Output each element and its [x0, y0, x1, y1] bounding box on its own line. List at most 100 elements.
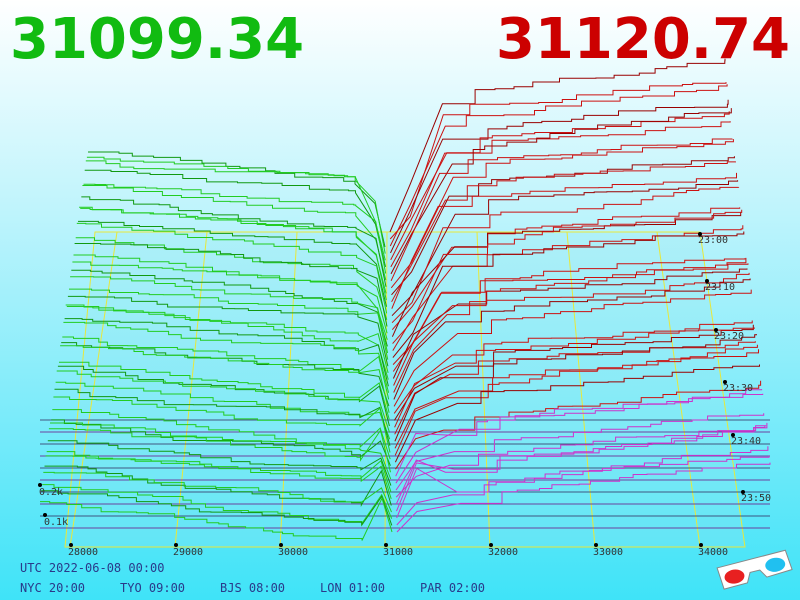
- ask-depth-line: [393, 278, 751, 400]
- time-label: 23:00: [698, 235, 728, 246]
- ask-depth-line: [390, 121, 731, 268]
- ask-depth-line: [396, 455, 770, 526]
- bid-depth-line: [76, 222, 388, 314]
- zone-time: TYO 09:00: [120, 581, 185, 595]
- price-label: 30000: [278, 547, 308, 558]
- time-tick: [723, 380, 727, 384]
- ask-depth-line: [391, 156, 735, 296]
- bid-depth-line: [55, 381, 391, 440]
- ask-depth-line: [390, 138, 733, 282]
- bid-depth-line: [50, 422, 391, 473]
- ask-depth-line: [390, 139, 734, 289]
- floor-grid-line: [279, 231, 298, 548]
- time-tick: [705, 279, 709, 283]
- time-tick: [741, 490, 745, 494]
- floor-grid-line: [656, 231, 701, 548]
- price-label: 34000: [698, 547, 728, 558]
- ask-depth-line: [394, 349, 759, 456]
- bid-depth-line: [71, 269, 388, 347]
- ask-depth-line: [394, 334, 757, 442]
- bid-depth-line: [45, 455, 392, 500]
- price-tick: [279, 543, 283, 547]
- ask-depth-line: [390, 108, 732, 275]
- price-label: 31000: [383, 547, 413, 558]
- depth-tick: [38, 483, 42, 487]
- bid-depth-line: [40, 496, 393, 541]
- ask-depth-line: [391, 186, 740, 324]
- ask-depth-line: [396, 422, 768, 512]
- bid-depth-line: [53, 396, 391, 453]
- price-tick: [489, 543, 493, 547]
- bid-depth-line: [79, 206, 387, 301]
- bid-depth-line: [88, 151, 386, 248]
- bid-depth-line: [67, 295, 389, 367]
- ask-depth-line: [390, 99, 729, 254]
- price-label: 28000: [68, 547, 98, 558]
- bid-depth-line: [42, 484, 393, 526]
- ask-depth-line: [391, 207, 741, 331]
- bid-depth-line: [52, 409, 391, 460]
- time-zones: NYC 20:00 TYO 09:00 BJS 08:00 LON 01:00 PAR …: [20, 581, 485, 595]
- bid-depth-line: [63, 321, 390, 393]
- bid-depth-line: [48, 428, 392, 480]
- price-tick: [594, 543, 598, 547]
- ask-depth-line: [393, 320, 753, 414]
- ask-depth-line: [392, 225, 744, 351]
- bid-depth-line: [74, 243, 388, 327]
- ask-depth-line: [392, 209, 743, 344]
- bid-depth-line: [84, 169, 386, 268]
- bid-depth-line: [72, 261, 388, 340]
- time-label: 23:30: [723, 383, 753, 394]
- ask-depth-line: [395, 380, 762, 470]
- bid-depth-line: [43, 471, 392, 513]
- zone-time: NYC 20:00: [20, 581, 85, 595]
- bid-depth-line: [56, 370, 391, 433]
- bid-depth-line: [69, 288, 389, 360]
- time-tick: [714, 328, 718, 332]
- ask-depth-line: [391, 172, 737, 309]
- ask-depth-line: [393, 289, 752, 407]
- bid-depth-line: [83, 183, 387, 274]
- bid-depth-line: [80, 207, 387, 294]
- ask-depth-line: [389, 58, 726, 233]
- bid-depth-line: [60, 345, 390, 413]
- price-tick: [384, 543, 388, 547]
- depth-lines: [40, 58, 771, 541]
- price-label: 29000: [173, 547, 203, 558]
- floor-grid-line: [566, 231, 596, 548]
- ask-depth-line: [393, 272, 750, 393]
- price-tick: [69, 543, 73, 547]
- bid-depth-line: [51, 419, 391, 466]
- floor-grid-line: [476, 231, 491, 548]
- bid-depth-line: [47, 440, 392, 486]
- bid-depth-line: [54, 388, 391, 446]
- ask-depth-line: [390, 111, 730, 261]
- ask-depth-line: [395, 393, 764, 484]
- ask-depth-line: [394, 364, 760, 463]
- ask-depth-line: [392, 231, 745, 358]
- time-tick: [731, 433, 735, 437]
- ask-depth-line: [395, 389, 763, 477]
- ask-price: 31120.74: [496, 7, 790, 72]
- ask-depth-line: [389, 84, 728, 247]
- depth-label: 0.1k: [44, 517, 68, 528]
- ask-depth-line: [392, 258, 746, 365]
- bid-depth-line: [85, 160, 386, 261]
- ask-depth-line: [395, 425, 767, 505]
- bid-depth-line: [78, 220, 387, 307]
- time-label: 23:50: [741, 493, 771, 504]
- bid-depth-line: [41, 490, 393, 527]
- 3d-glasses-icon[interactable]: [716, 549, 793, 590]
- ask-depth-line: [391, 161, 736, 303]
- price-tick: [174, 543, 178, 547]
- utc-time: UTC 2022-06-08 00:00: [20, 561, 165, 575]
- floor-grid-line: [174, 231, 208, 548]
- axis-labels: 28000 29000 30000 31000 32000 33000 34000 23:00…: [38, 232, 771, 558]
- bid-depth-line: [59, 361, 390, 420]
- price-tick: [699, 543, 703, 547]
- bid-depth-line: [65, 304, 389, 380]
- ask-depth-line: [395, 413, 765, 491]
- time-tick: [698, 232, 702, 236]
- ask-depth-line: [392, 257, 747, 372]
